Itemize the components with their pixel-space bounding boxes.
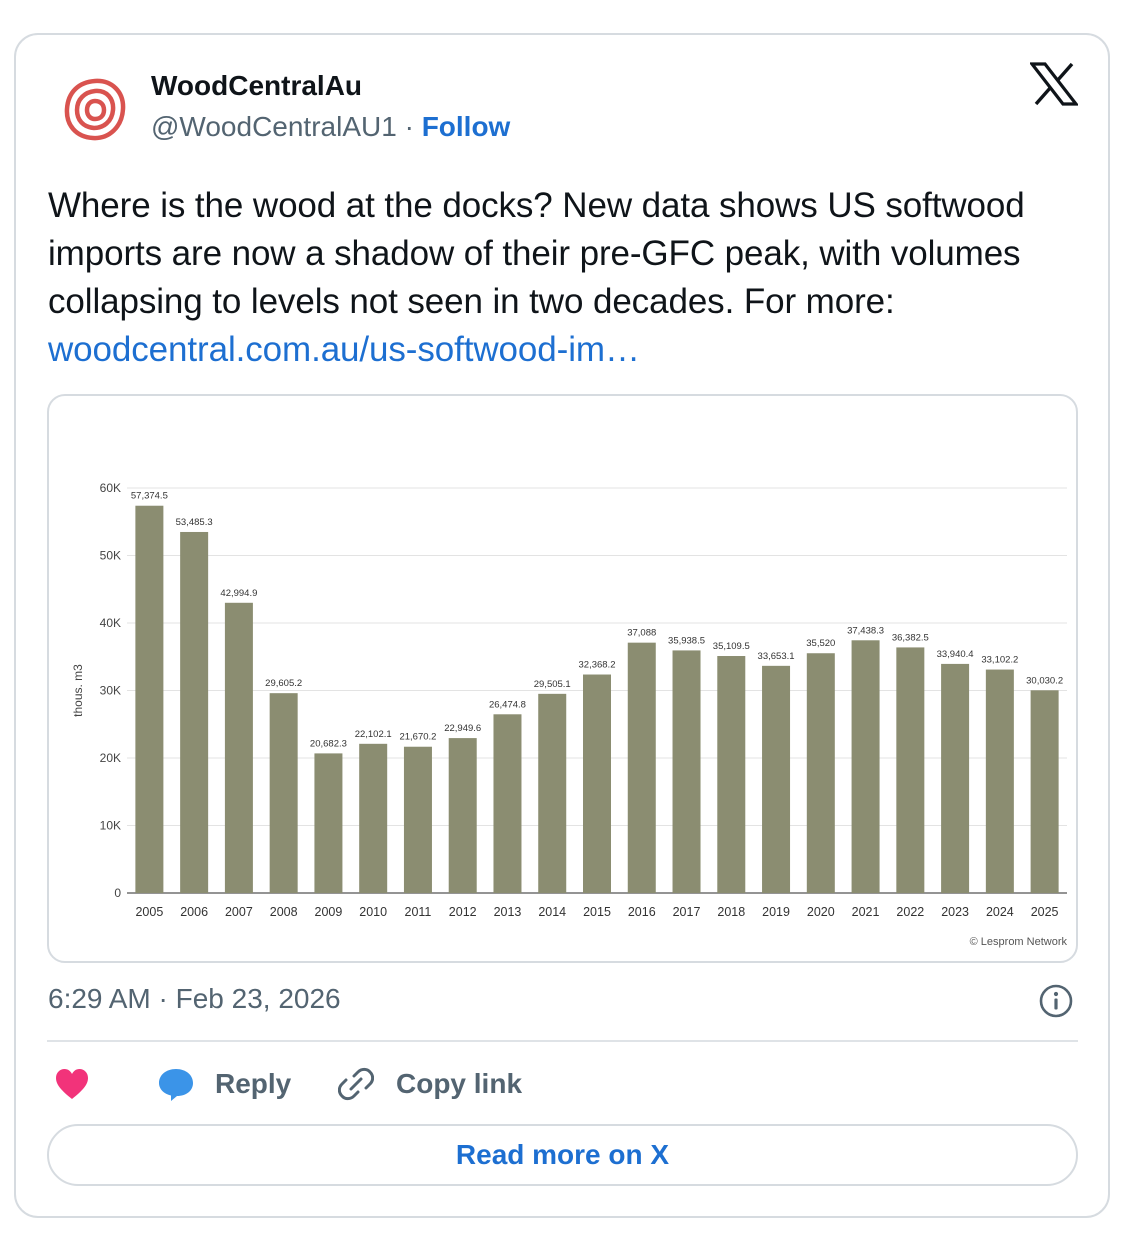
bar-value-label: 22,949.6 — [444, 723, 481, 734]
bar — [538, 693, 567, 893]
tweet-text: Where is the wood at the docks? New data… — [48, 182, 1098, 374]
x-tick-label: 2019 — [762, 905, 790, 919]
bar-value-label: 32,368.2 — [579, 660, 616, 671]
chart-credit: © Lesprom Network — [970, 936, 1068, 948]
x-tick-label: 2021 — [852, 905, 880, 919]
bar — [269, 693, 298, 893]
bar-value-label: 20,682.3 — [310, 738, 347, 749]
wood-rings-logo-icon[interactable] — [60, 75, 130, 145]
bar-value-label: 29,605.2 — [265, 678, 302, 689]
like-button[interactable] — [54, 1062, 90, 1106]
bar-value-label: 53,485.3 — [176, 517, 213, 528]
x-tick-label: 2009 — [315, 905, 343, 919]
bar — [717, 656, 746, 893]
bar — [583, 674, 611, 893]
speech-bubble-icon — [159, 1069, 193, 1101]
handle-separator: · — [404, 111, 414, 142]
x-tick-label: 2007 — [225, 905, 253, 919]
bar — [985, 669, 1014, 893]
y-tick-label: 30K — [100, 684, 121, 698]
x-tick-label: 2016 — [628, 905, 656, 919]
copy-link-label: Copy link — [396, 1068, 523, 1099]
x-tick-label: 2011 — [405, 905, 432, 919]
bar-value-label: 29,505.1 — [534, 679, 571, 690]
bar-value-label: 33,102.2 — [981, 655, 1018, 666]
link-icon — [338, 1067, 374, 1101]
bar — [1030, 690, 1059, 893]
bar-value-label: 33,940.4 — [937, 649, 974, 660]
x-tick-label: 2015 — [583, 905, 611, 919]
x-tick-label: 2022 — [896, 905, 924, 919]
x-tick-label: 2008 — [270, 905, 298, 919]
bar — [941, 663, 970, 893]
x-tick-label: 2020 — [807, 905, 835, 919]
heart-icon — [56, 1069, 88, 1099]
bar-value-label: 57,374.5 — [131, 491, 168, 502]
bar-value-label: 33,653.1 — [758, 651, 795, 662]
y-tick-label: 60K — [100, 481, 121, 495]
bar-value-label: 37,088 — [627, 628, 656, 639]
read-more-button[interactable]: Read more on X — [47, 1124, 1078, 1186]
bar-value-label: 35,938.5 — [668, 635, 705, 646]
x-tick-label: 2006 — [180, 905, 208, 919]
y-tick-label: 20K — [100, 751, 121, 765]
x-tick-label: 2023 — [941, 905, 969, 919]
article-link[interactable]: woodcentral.com.au/us-softwood-im… — [48, 330, 640, 369]
bar — [180, 531, 209, 893]
bar-value-label: 21,670.2 — [399, 732, 436, 743]
x-tick-label: 2005 — [135, 905, 163, 919]
y-axis-label: thous. m3 — [71, 664, 85, 717]
reply-label: Reply — [215, 1068, 292, 1099]
x-logo-icon[interactable] — [1030, 62, 1078, 106]
y-tick-label: 40K — [100, 616, 121, 630]
bar-value-label: 37,438.3 — [847, 625, 884, 636]
bar — [762, 665, 791, 893]
copy-link-button[interactable]: Copy link — [338, 1062, 522, 1106]
bar-value-label: 35,109.5 — [713, 641, 750, 652]
x-tick-label: 2018 — [717, 905, 745, 919]
bar — [896, 647, 925, 893]
info-icon[interactable] — [1038, 983, 1074, 1019]
bar — [627, 642, 656, 893]
author-name[interactable]: WoodCentralAu — [151, 70, 363, 101]
bar — [403, 746, 432, 893]
y-tick-label: 10K — [100, 819, 121, 833]
reply-button[interactable]: Reply — [157, 1062, 291, 1106]
divider — [47, 1040, 1078, 1042]
bar — [135, 505, 164, 893]
bar-chart: 0 10K 20K 30K 40K 50K 60K thous. m3 57,374.5 2005… — [71, 481, 1068, 948]
y-tick-label: 0 — [114, 886, 121, 900]
handle-row: @WoodCentralAU1 · Follow — [151, 111, 510, 143]
bar-value-label: 26,474.8 — [489, 699, 526, 710]
x-tick-label: 2025 — [1031, 905, 1059, 919]
bar — [448, 738, 477, 893]
bar — [672, 650, 701, 893]
tweet-body: Where is the wood at the docks? New data… — [48, 186, 1025, 321]
timestamp[interactable]: 6:29 AM · Feb 23, 2026 — [48, 983, 341, 1014]
x-tick-label: 2024 — [986, 905, 1014, 919]
x-tick-label: 2017 — [673, 905, 701, 919]
x-tick-label: 2010 — [359, 905, 387, 919]
bar — [314, 753, 343, 893]
bar-value-label: 30,030.2 — [1026, 675, 1063, 686]
bar-value-label: 42,994.9 — [220, 588, 257, 599]
bar-value-label: 36,382.5 — [892, 632, 929, 643]
bar — [359, 743, 388, 893]
bar — [493, 714, 522, 893]
bar — [224, 602, 253, 893]
x-tick-label: 2012 — [449, 905, 477, 919]
x-tick-label: 2013 — [494, 905, 522, 919]
follow-button[interactable]: Follow — [421, 111, 511, 142]
bar — [806, 653, 835, 893]
bar-value-label: 35,520 — [806, 638, 835, 649]
bar — [851, 640, 880, 893]
y-tick-label: 50K — [100, 549, 121, 563]
chart-image[interactable]: 0 10K 20K 30K 40K 50K 60K thous. m3 57,374.5 2005… — [47, 394, 1078, 963]
bar-value-label: 22,102.1 — [355, 729, 392, 740]
x-tick-label: 2014 — [538, 905, 566, 919]
author-handle[interactable]: @WoodCentralAU1 — [151, 111, 397, 142]
